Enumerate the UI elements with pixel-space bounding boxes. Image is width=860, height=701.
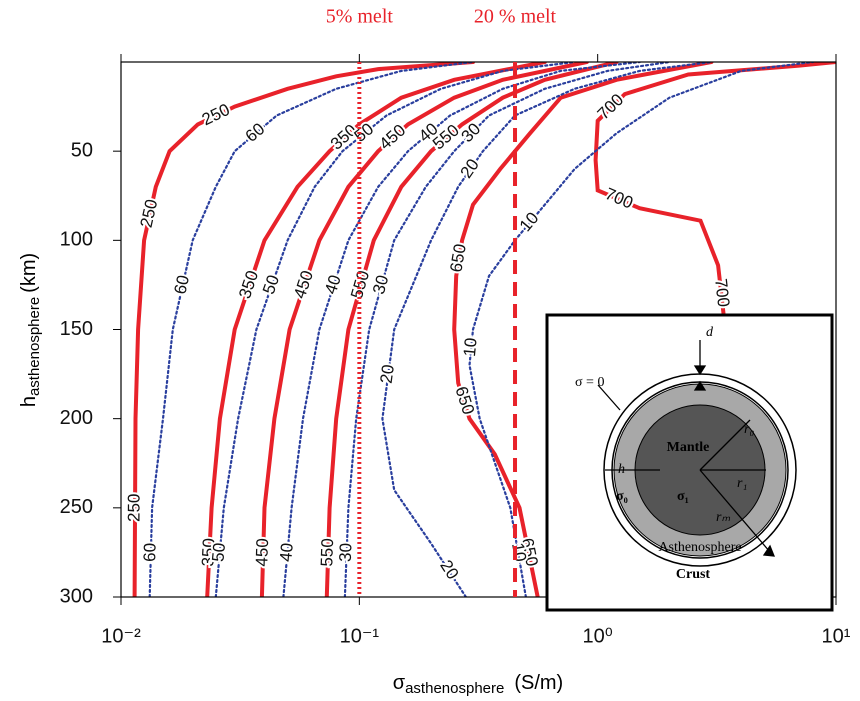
melt-label: 20 % melt <box>474 6 557 28</box>
x-axis-label: σasthenosphere (S/m) <box>393 672 563 696</box>
contour-label: 450 <box>290 268 317 301</box>
contour-label: 10 <box>460 337 481 358</box>
y-tick-label: 200 <box>60 407 93 429</box>
inset-rm: rₘ <box>716 510 730 525</box>
y-label-main: h <box>18 396 40 407</box>
contour-label: 40 <box>321 273 345 297</box>
y-tick-label: 150 <box>60 318 93 340</box>
contour-label: 20 <box>457 155 483 181</box>
y-tick-label: 50 <box>71 139 93 161</box>
temperature-contour <box>132 62 475 597</box>
melt-label: 5% melt <box>326 6 394 28</box>
contour-label: 30 <box>369 273 392 296</box>
contour-label: 350 <box>198 538 218 567</box>
inset-crust: Crust <box>676 567 711 582</box>
inset-mantle: Mantle <box>667 440 710 455</box>
contour-label: 50 <box>209 542 230 563</box>
contour-label: 700 <box>602 184 636 213</box>
conductivity-contour <box>343 62 671 597</box>
contour-label: 60 <box>242 119 269 146</box>
inset-sigma1: σ₁ <box>677 489 689 504</box>
y-axis-label: hasthenosphere (km) <box>18 253 43 407</box>
x-label-unit: (S/m) <box>514 672 563 694</box>
contour-label: 350 <box>235 268 262 301</box>
temperature-contour <box>593 62 836 323</box>
x-tick-label: 10⁻¹ <box>340 625 380 647</box>
contour-label: 30 <box>336 543 356 563</box>
y-tick-label: 300 <box>60 585 93 607</box>
contour-label: 250 <box>199 100 233 129</box>
contour-label: 60 <box>170 273 193 296</box>
y-tick-label: 250 <box>60 496 93 518</box>
conductivity-contour <box>282 62 641 597</box>
inset-sigma0: σ₀ <box>616 489 628 504</box>
x-tick-label: 10⁰ <box>583 625 613 647</box>
inset-r0: r₀ <box>744 422 754 437</box>
inset-asthenosphere: Asthenosphere <box>658 540 741 555</box>
contour-label: 20 <box>377 363 398 384</box>
conductivity-contour <box>381 62 713 597</box>
x-label-sub: asthenosphere <box>405 680 504 696</box>
temperature-contour <box>452 62 714 597</box>
inset-sigma-zero: σ = 0 <box>575 375 604 390</box>
temperature-contour <box>205 62 547 597</box>
x-tick-label: 10¹ <box>822 625 851 647</box>
conductivity-contour <box>214 62 576 597</box>
inset-r1: r₁ <box>737 476 747 491</box>
contour-label: 20 <box>436 557 462 583</box>
x-tick-label: 10⁻² <box>101 625 141 647</box>
y-tick-label: 100 <box>60 229 93 251</box>
inset-h: h <box>618 462 625 477</box>
contour-label: 250 <box>124 494 143 522</box>
contour-label: 650 <box>446 242 469 273</box>
contour-label: 10 <box>508 541 530 563</box>
contour-label: 550 <box>317 538 337 567</box>
y-label-sub: asthenosphere <box>26 297 43 396</box>
contour-label: 60 <box>140 543 159 562</box>
contour-label: 250 <box>137 198 162 230</box>
x-label-main: σ <box>393 672 406 694</box>
contour-label: 450 <box>252 538 272 567</box>
temperature-contour <box>259 62 589 597</box>
axes: 10⁻² 10⁻¹ 10⁰ 10¹ 50 100 150 200 250 300 <box>60 54 851 647</box>
inset-diagram: d σ = 0 Mantle r₀ r₁ rₘ h σ₀ σ₁ Asthenos… <box>545 313 834 612</box>
inset-arrows <box>597 340 776 557</box>
contour-label: 50 <box>259 272 283 296</box>
contour-label: 700 <box>711 278 733 308</box>
inset-d: d <box>706 325 714 340</box>
y-label-unit: (km) <box>18 253 40 293</box>
contour-label: 40 <box>276 542 297 563</box>
